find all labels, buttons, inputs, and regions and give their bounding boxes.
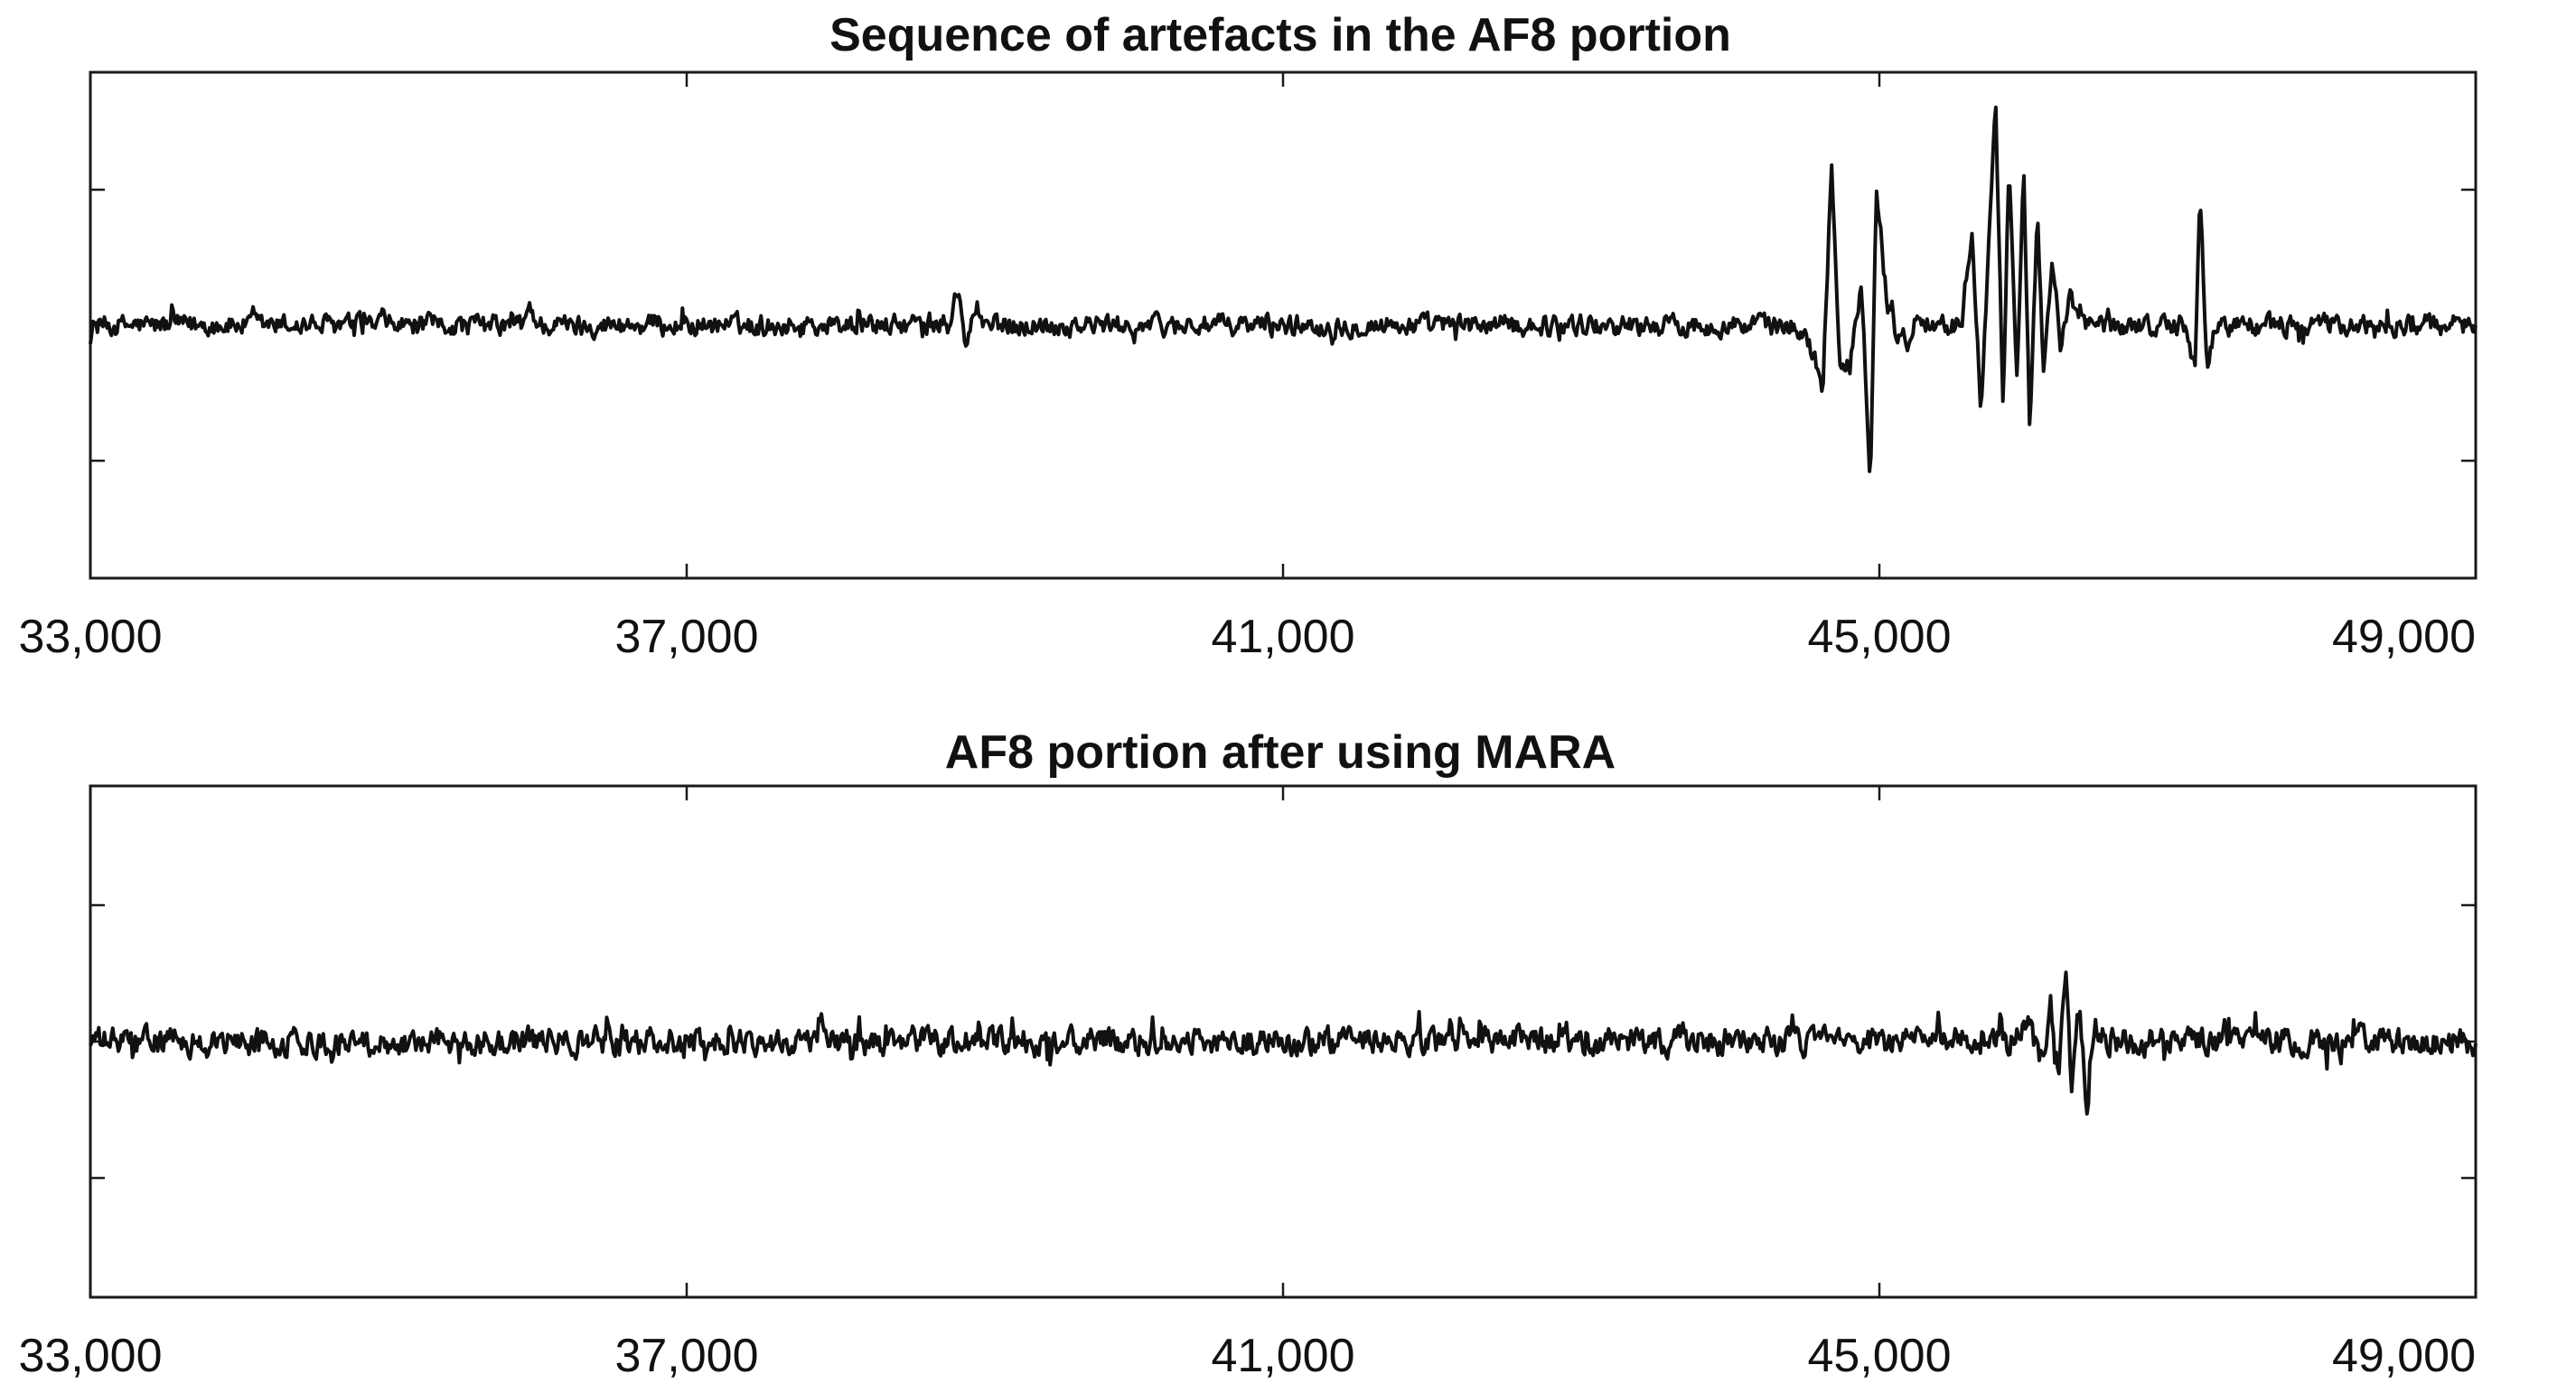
panel-bottom-title: AF8 portion after using MARA <box>945 726 1616 779</box>
panel-top-signal-line <box>89 105 2478 473</box>
x-tick-label: 37,000 <box>614 611 758 663</box>
panel-bottom-x-ticks <box>685 786 1881 1297</box>
x-tick-label: 49,000 <box>2332 611 2476 663</box>
x-tick-label: 49,000 <box>2332 1330 2476 1382</box>
x-tick-label: 41,000 <box>1211 1330 1354 1382</box>
x-tick-label: 37,000 <box>614 1330 758 1382</box>
panel-top: Sequence of artefacts in the AF8 portion… <box>18 9 2478 663</box>
panel-bottom-signal-line <box>89 970 2478 1116</box>
panel-bottom-x-tick-labels: 33,000 37,000 41,000 45,000 49,000 <box>18 1330 2476 1382</box>
panel-top-title: Sequence of artefacts in the AF8 portion <box>829 9 1731 61</box>
x-tick-label: 41,000 <box>1211 611 1354 663</box>
panel-top-x-tick-labels: 33,000 37,000 41,000 45,000 49,000 <box>18 611 2476 663</box>
panel-top-x-ticks <box>685 72 1881 578</box>
x-tick-label: 33,000 <box>18 1330 162 1382</box>
x-tick-label: 33,000 <box>18 611 162 663</box>
x-tick-label: 45,000 <box>1807 611 1951 663</box>
panel-bottom: AF8 portion after using MARA 33,000 37,0… <box>18 726 2478 1382</box>
x-tick-label: 45,000 <box>1807 1330 1951 1382</box>
